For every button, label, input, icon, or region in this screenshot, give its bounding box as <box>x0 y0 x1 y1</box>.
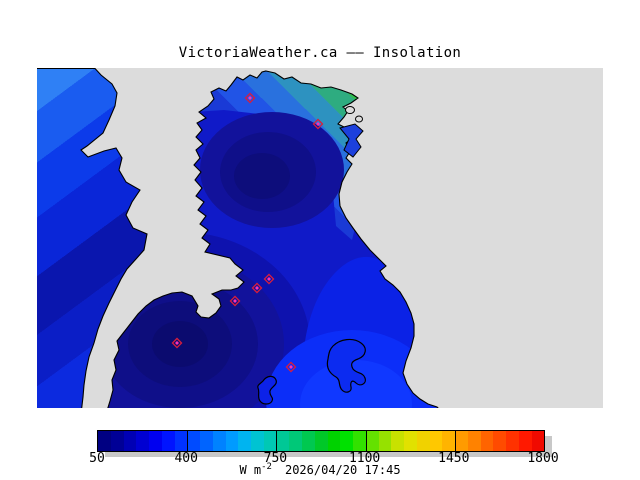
colorbar-caption: W m-2 2026/04/20 17:45 <box>0 462 640 477</box>
colorbar-segment <box>493 431 506 451</box>
colorbar-segment <box>276 431 290 451</box>
colorbar-segment <box>174 431 188 451</box>
station-marker-diamond <box>244 92 256 104</box>
colorbar-segment <box>416 431 430 451</box>
map-timestamp: 2026/04/20 17:45 <box>284 463 401 477</box>
islet-north-1 <box>345 106 355 114</box>
colorbar-segment <box>531 431 545 451</box>
colorbar-segment <box>136 431 149 451</box>
station-marker-diamond <box>251 282 263 294</box>
station-marker-diamond <box>312 118 324 130</box>
colorbar-segment <box>161 431 175 451</box>
station-marker-diamond <box>285 361 297 373</box>
colorbar-unit: W m <box>239 463 262 477</box>
page-title: VictoriaWeather.ca —— Insolation <box>178 45 462 61</box>
island-small <box>257 375 277 405</box>
colorbar-tick-label: 1100 <box>348 451 381 466</box>
colorbar-segment <box>263 431 277 451</box>
colorbar-tick-line <box>276 431 278 451</box>
station-marker <box>244 92 256 104</box>
colorbar-tick-line <box>187 431 189 451</box>
islet-north-2 <box>355 115 363 123</box>
colorbar-segment <box>289 431 302 451</box>
islet-northeast <box>339 123 364 158</box>
colorbar-segment <box>467 431 481 451</box>
colorbar-segment <box>187 431 200 451</box>
colorbar-segment <box>391 431 404 451</box>
colorbar-segment <box>98 431 111 451</box>
island-large <box>326 338 366 393</box>
colorbar-tick-label: 1800 <box>527 451 559 466</box>
west-land-region <box>37 68 148 408</box>
colorbar-segment <box>404 431 417 451</box>
colorbar-segment <box>110 431 124 451</box>
colorbar-segment <box>365 431 379 451</box>
colorbar-segment <box>442 431 455 451</box>
colorbar-segment <box>251 431 264 451</box>
station-marker-diamond <box>171 337 183 349</box>
colorbar-unit-exponent: -2 <box>261 462 272 472</box>
colorbar-segment <box>225 431 239 451</box>
colorbar-segment <box>378 431 392 451</box>
colorbar-tick-label: 1450 <box>438 451 470 466</box>
colorbar-segment <box>149 431 162 451</box>
colorbar-segment <box>123 431 137 451</box>
colorbar-segment <box>429 431 443 451</box>
colorbar-segment <box>506 431 519 451</box>
station-marker-center <box>248 96 252 100</box>
station-marker-diamond <box>229 295 241 307</box>
colorbar-segment <box>455 431 468 451</box>
colorbar <box>97 430 545 452</box>
colorbar-segment <box>327 431 341 451</box>
colorbar-tick-line <box>454 431 456 451</box>
station-marker-diamond <box>263 273 275 285</box>
colorbar-segment <box>212 431 226 451</box>
colorbar-segment <box>302 431 315 451</box>
colorbar-segment <box>238 431 251 451</box>
colorbar-segment <box>200 431 213 451</box>
colorbar-tick-line <box>365 431 367 451</box>
colorbar-segment <box>353 431 366 451</box>
colorbar-segment <box>518 431 532 451</box>
colorbar-segment <box>480 431 494 451</box>
colorbar-tick-label: 400 <box>174 451 198 466</box>
colorbar-segment <box>314 431 328 451</box>
colorbar-segment <box>340 431 353 451</box>
colorbar-tick-label: 50 <box>89 451 105 466</box>
colorbar-tick-label: 750 <box>263 451 288 466</box>
